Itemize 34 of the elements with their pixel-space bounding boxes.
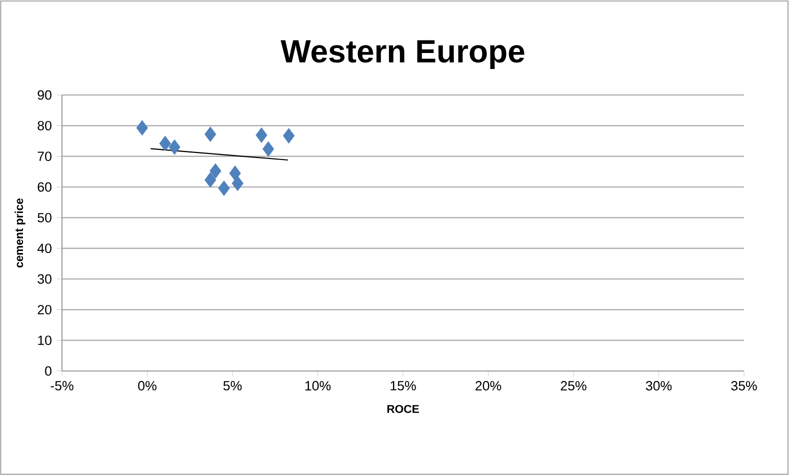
point xyxy=(256,128,268,143)
y-tick-label: 80 xyxy=(38,120,52,130)
chart-title: Western Europe xyxy=(280,40,524,69)
y-tick-label: 50 xyxy=(38,212,52,222)
y-tick-label: 90 xyxy=(38,90,52,100)
point xyxy=(159,136,171,152)
x-tick-label: 35% xyxy=(731,381,757,390)
x-tick-label: 10% xyxy=(305,381,331,390)
point xyxy=(232,176,244,191)
y-axis-title: cement price xyxy=(14,198,26,268)
y-tick-label: 70 xyxy=(38,152,52,162)
x-tick-label: 20% xyxy=(476,381,502,390)
x-tick-label: 25% xyxy=(560,381,586,390)
point xyxy=(282,128,295,144)
point xyxy=(136,120,148,136)
point xyxy=(204,126,216,142)
x-axis-title: ROCE xyxy=(387,404,419,413)
point xyxy=(229,166,241,181)
y-tick-label: 60 xyxy=(38,182,52,192)
point xyxy=(204,172,216,188)
x-tick-label: 30% xyxy=(646,381,672,390)
point xyxy=(168,140,180,155)
y-tick-label: 20 xyxy=(38,304,52,314)
point xyxy=(210,163,222,179)
x-tick-label: 5% xyxy=(223,381,242,390)
y-tick-label: 40 xyxy=(37,244,52,254)
y-tick-label: 10 xyxy=(38,336,52,346)
x-tick-label: 0% xyxy=(138,381,156,390)
x-tick-label: -5% xyxy=(50,381,74,390)
x-tick-label: 15% xyxy=(390,381,416,390)
y-tick-label: 0 xyxy=(45,366,52,376)
point xyxy=(262,141,274,157)
point xyxy=(218,180,230,196)
y-tick-label: 30 xyxy=(38,274,52,284)
